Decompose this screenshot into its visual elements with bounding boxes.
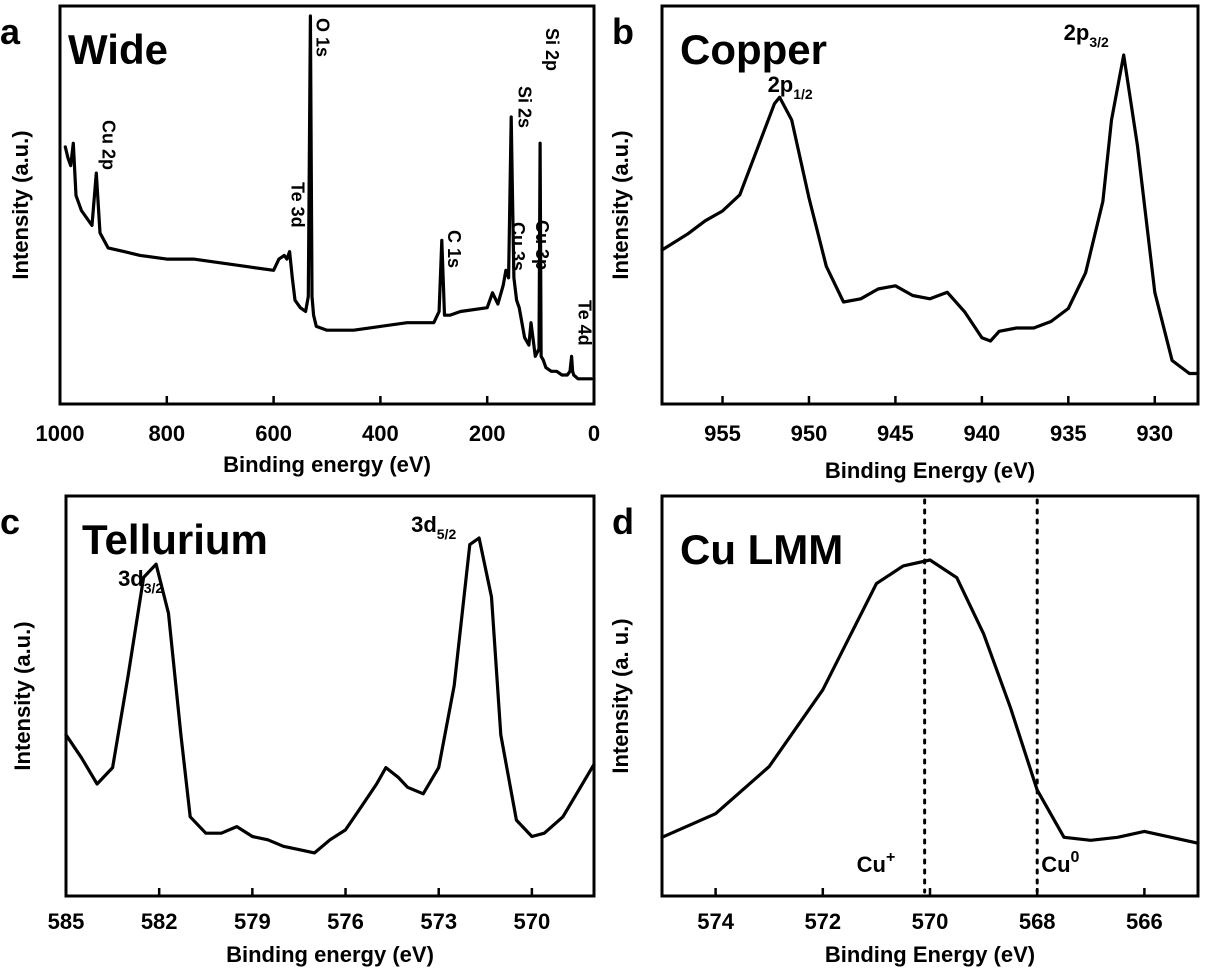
y-axis-title: Intensity (a.u.) bbox=[8, 130, 33, 279]
panel-title: Tellurium bbox=[82, 516, 268, 563]
peak-label: Cu 3p bbox=[532, 220, 552, 270]
peak-label: 3d5/2 bbox=[411, 512, 456, 542]
x-tick-label: 200 bbox=[469, 421, 506, 446]
x-tick-label: 950 bbox=[791, 421, 828, 446]
peak-label: Si 2s bbox=[514, 86, 534, 128]
x-tick-label: 955 bbox=[704, 421, 741, 446]
x-tick-label: 579 bbox=[234, 909, 271, 934]
reference-label-main: Cu bbox=[1041, 852, 1070, 877]
plot-frame bbox=[58, 4, 596, 406]
x-axis-title: Binding energy (eV) bbox=[226, 942, 434, 967]
spectrum-line bbox=[64, 536, 596, 855]
peak-label-main: 3d bbox=[411, 512, 437, 537]
x-tick-label: 585 bbox=[48, 909, 85, 934]
reference-label: Cu0 bbox=[1041, 849, 1079, 877]
plot-frame bbox=[64, 494, 596, 898]
spectrum-line bbox=[63, 14, 593, 381]
panel-d: 574 572 570 568 566 Binding Energy (eV) Intens… bbox=[608, 494, 1200, 967]
reference-label-superscript: 0 bbox=[1071, 849, 1080, 866]
x-tick-label: 930 bbox=[1136, 421, 1173, 446]
peak-label: Si 2p bbox=[542, 28, 562, 71]
x-tick-label: 570 bbox=[514, 909, 551, 934]
x-tick-label: 945 bbox=[877, 421, 914, 446]
x-tick-label: 572 bbox=[804, 909, 841, 934]
peak-label: C 1s bbox=[444, 230, 464, 268]
x-tick-label: 940 bbox=[964, 421, 1001, 446]
x-tick-label: 576 bbox=[327, 909, 364, 934]
x-tick-label: 568 bbox=[1019, 909, 1056, 934]
peak-label: 2p3/2 bbox=[1064, 20, 1109, 50]
peak-label-main: 2p bbox=[1064, 20, 1090, 45]
peak-label: 2p1/2 bbox=[768, 72, 813, 102]
y-axis-title: Intensity (a.u.) bbox=[10, 621, 35, 770]
peak-label: Cu 2p bbox=[98, 120, 118, 170]
reference-label-main: Cu bbox=[857, 852, 886, 877]
plot-frame bbox=[660, 4, 1200, 406]
peak-label: Te 4d bbox=[575, 300, 595, 346]
panel-title: Copper bbox=[680, 26, 827, 73]
reference-label: Cu+ bbox=[857, 849, 896, 877]
panel-a: 1000 800 600 400 200 0 Binding energy (eV) Inte… bbox=[0, 4, 600, 477]
peak-label-subscript: 3/2 bbox=[144, 580, 164, 596]
peak-label-subscript: 5/2 bbox=[437, 526, 457, 542]
y-axis-title: Intensity (a. u.) bbox=[608, 618, 633, 773]
peak-label: O 1s bbox=[312, 18, 332, 57]
peak-label-subscript: 1/2 bbox=[793, 86, 813, 102]
x-axis-title: Binding Energy (eV) bbox=[825, 458, 1035, 483]
x-tick-label: 1000 bbox=[36, 421, 85, 446]
x-tick-label: 570 bbox=[912, 909, 949, 934]
panel-letter: c bbox=[0, 501, 20, 542]
x-tick-label: 574 bbox=[697, 909, 734, 934]
peak-label: 3d3/2 bbox=[118, 566, 163, 596]
x-axis-title: Binding Energy (eV) bbox=[825, 942, 1035, 967]
x-tick-label: 582 bbox=[141, 909, 178, 934]
x-tick-label: 400 bbox=[362, 421, 399, 446]
x-tick-label: 566 bbox=[1126, 909, 1163, 934]
spectrum-line bbox=[660, 53, 1200, 376]
peak-label-subscript: 3/2 bbox=[1089, 34, 1109, 50]
x-tick-label: 600 bbox=[255, 421, 292, 446]
panel-letter: a bbox=[0, 11, 21, 52]
panel-c: 585 582 579 576 573 570 Binding energy (eV) Int… bbox=[0, 494, 596, 967]
panel-b: 955 950 945 940 935 930 Binding Energy (eV) Int… bbox=[608, 4, 1200, 483]
panel-letter: d bbox=[612, 501, 634, 542]
panel-letter: b bbox=[612, 11, 634, 52]
reference-label-superscript: + bbox=[886, 849, 895, 866]
panel-title: Cu LMM bbox=[680, 526, 843, 573]
y-axis-title: Intensity (a.u.) bbox=[608, 130, 633, 279]
x-tick-label: 0 bbox=[588, 421, 600, 446]
peak-label-main: 3d bbox=[118, 566, 144, 591]
x-tick-label: 800 bbox=[148, 421, 185, 446]
x-axis-title: Binding energy (eV) bbox=[223, 452, 431, 477]
peak-label: Cu 3s bbox=[508, 222, 528, 271]
panel-title: Wide bbox=[68, 26, 168, 73]
peak-label-main: 2p bbox=[768, 72, 794, 97]
peak-label: Te 3d bbox=[287, 182, 307, 228]
x-tick-label: 573 bbox=[420, 909, 457, 934]
x-tick-label: 935 bbox=[1050, 421, 1087, 446]
spectrum-line bbox=[660, 558, 1200, 845]
